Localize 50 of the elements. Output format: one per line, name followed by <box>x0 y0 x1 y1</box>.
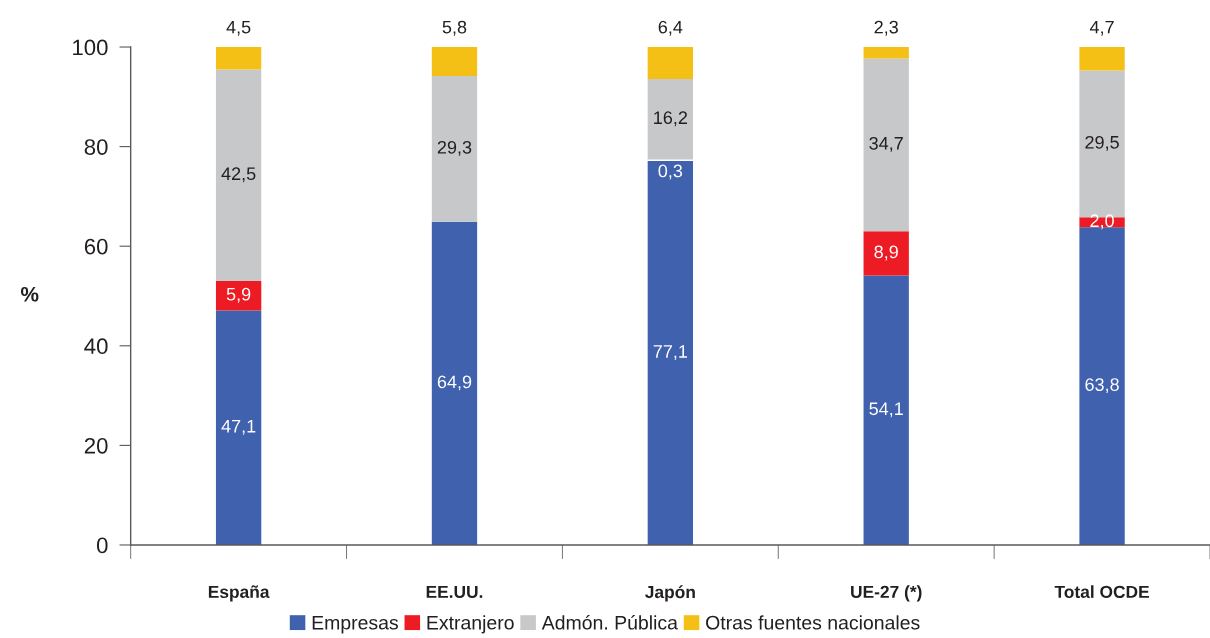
x-tick-label: España <box>208 585 270 602</box>
y-tick-label: 60 <box>84 238 108 255</box>
legend-label: Extranjero <box>427 615 514 634</box>
data-label: 5,9 <box>226 287 251 303</box>
bar <box>215 69 262 282</box>
x-tick-label: EE.UU. <box>426 585 483 599</box>
y-tick-label: 0 <box>96 537 108 554</box>
bar <box>863 275 909 545</box>
data-label: 64,9 <box>437 375 472 391</box>
bar <box>647 47 694 79</box>
data-label: 0,3 <box>658 164 683 180</box>
legend-label: Empresas <box>312 616 398 634</box>
data-label: 29,3 <box>437 140 472 156</box>
bar <box>863 58 909 232</box>
data-label: 8,9 <box>874 245 898 261</box>
bar <box>1079 47 1125 71</box>
y-tick-label: 40 <box>84 338 108 355</box>
data-label: 77,1 <box>653 345 688 360</box>
y-axis-title: % <box>20 286 39 302</box>
y-tick-label: 100 <box>73 39 108 56</box>
data-label: 29,5 <box>1085 135 1119 151</box>
data-label: 34,7 <box>869 136 903 152</box>
bar <box>215 47 262 70</box>
data-label: 4,5 <box>226 20 251 36</box>
bar <box>215 281 262 311</box>
bar <box>215 310 262 545</box>
data-label: 63,8 <box>1085 378 1119 394</box>
bar <box>431 221 478 545</box>
bar <box>863 231 909 276</box>
data-label: 47,1 <box>221 419 256 435</box>
bar <box>431 47 478 76</box>
bar <box>431 75 478 222</box>
data-label: 42,5 <box>221 167 256 183</box>
data-label: 2,0 <box>1090 214 1114 230</box>
data-label: 6,4 <box>658 20 683 36</box>
x-tick-label: Japón <box>645 585 695 602</box>
legend-label: Otras fuentes nacionales <box>706 615 920 630</box>
bar <box>647 161 694 545</box>
y-tick-label: 20 <box>84 437 108 454</box>
y-tick-label: 80 <box>84 139 108 155</box>
data-label: 4,7 <box>1089 20 1114 36</box>
bar <box>863 47 909 59</box>
x-tick-label: UE-27 (*) <box>851 585 922 602</box>
data-label: 5,8 <box>442 20 467 36</box>
data-label: 2,3 <box>874 20 898 36</box>
bar <box>647 78 694 160</box>
x-tick-label: Total OCDE <box>1054 585 1149 599</box>
data-label: 54,1 <box>869 402 903 418</box>
legend-label: Admón. Pública <box>541 615 678 630</box>
data-label: 16,2 <box>654 111 688 127</box>
